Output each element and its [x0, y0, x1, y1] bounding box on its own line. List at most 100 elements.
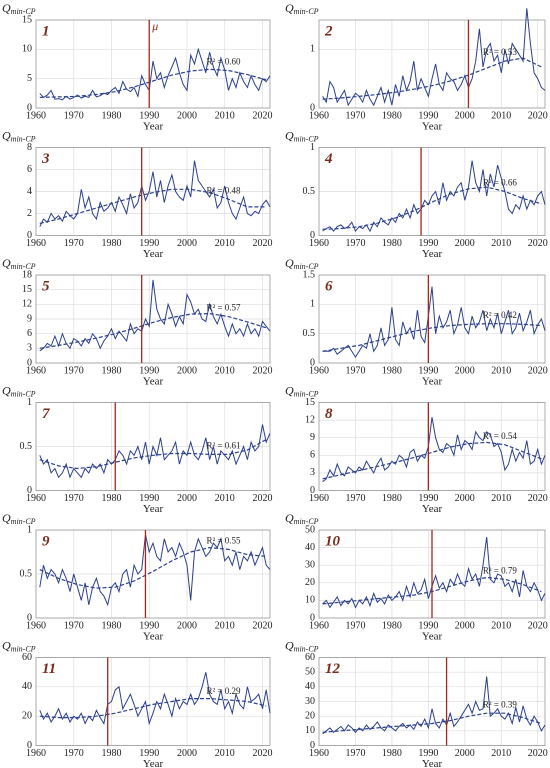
x-axis-label: Year: [143, 758, 164, 768]
x-tick-label: 1990: [139, 238, 159, 249]
y-tick-label: 0: [310, 612, 315, 623]
x-tick-label: 1970: [345, 493, 365, 504]
x-tick-label: 2020: [528, 238, 548, 249]
y-tick-label: 0.5: [303, 186, 316, 197]
y-tick-label: 0: [310, 740, 315, 751]
x-tick-label: 1960: [26, 620, 46, 631]
plot-frame: [318, 657, 546, 746]
y-label-subscript: min-CP: [11, 7, 36, 16]
x-tick-label: 2020: [252, 110, 272, 121]
x-tick-label: 1990: [139, 110, 159, 121]
y-axis-label: Qmin-CP: [2, 128, 36, 143]
x-tick-label: 2010: [491, 110, 511, 121]
trend-line: [322, 712, 542, 733]
panel-label: 2: [324, 23, 333, 39]
x-tick-label: 2000: [177, 493, 197, 504]
x-tick-label: 1990: [139, 365, 159, 376]
x-tick-label: 2010: [215, 365, 235, 376]
y-tick-label: 1: [27, 524, 32, 535]
x-tick-label: 2000: [455, 110, 475, 121]
y-label-symbol: Q: [285, 1, 294, 15]
y-tick-label: 40: [22, 681, 32, 692]
y-tick-label: 1: [310, 44, 315, 55]
plot-frame: [318, 19, 546, 109]
r-squared-label: R² = 0.42: [483, 310, 517, 320]
x-tick-label: 1960: [26, 493, 46, 504]
data-line: [322, 8, 546, 107]
panel-label: 11: [42, 661, 56, 677]
data-line: [39, 534, 271, 607]
y-tick-label: 10: [305, 595, 315, 606]
y-tick-label: 8: [27, 142, 32, 153]
panel-label: 8: [325, 406, 333, 422]
y-tick-label: 1: [27, 397, 32, 408]
trend-line: [322, 323, 542, 352]
y-tick-label: 5: [27, 73, 32, 84]
plot-background: [319, 20, 545, 108]
data-line: [39, 160, 271, 227]
data-line: [39, 47, 271, 101]
y-tick-label: 4: [27, 186, 32, 197]
y-axis-label: Qmin-CP: [285, 256, 319, 271]
x-tick-label: 2010: [215, 493, 235, 504]
y-label-subscript: min-CP: [294, 134, 319, 143]
panel-label: 3: [41, 151, 50, 167]
x-tick-label: 2020: [252, 365, 272, 376]
y-label-subscript: min-CP: [11, 517, 36, 526]
y-axis-label: Qmin-CP: [285, 128, 319, 143]
y-label-symbol: Q: [2, 128, 11, 142]
change-point-label: μ: [151, 19, 158, 33]
plot-frame: [318, 402, 546, 491]
x-tick-label: 1980: [101, 620, 121, 631]
y-label-subscript: min-CP: [294, 389, 319, 398]
x-tick-label: 1990: [418, 748, 438, 759]
x-tick-label: 2010: [491, 493, 511, 504]
x-tick-label: 2000: [455, 365, 475, 376]
panel-label: 1: [42, 23, 50, 39]
plot-frame: [35, 147, 271, 236]
x-tick-label: 1970: [64, 365, 84, 376]
y-tick-label: 40: [305, 681, 315, 692]
x-tick-label: 1990: [139, 748, 159, 759]
trend-line: [39, 546, 267, 589]
trend-line: [39, 438, 267, 470]
x-tick-label: 1980: [382, 748, 402, 759]
y-tick-label: 20: [305, 577, 315, 588]
x-tick-label: 1960: [26, 748, 46, 759]
x-tick-label: 2010: [215, 238, 235, 249]
x-tick-label: 1990: [418, 493, 438, 504]
x-tick-label: 1980: [101, 748, 121, 759]
x-axis-label: Year: [143, 503, 164, 515]
x-tick-label: 1990: [139, 620, 159, 631]
x-tick-label: 2020: [252, 493, 272, 504]
x-axis-label: Year: [422, 631, 443, 643]
panel-label: 6: [325, 278, 333, 294]
x-tick-label: 1960: [309, 748, 329, 759]
y-axis-label: Qmin-CP: [285, 511, 319, 526]
y-label-symbol: Q: [285, 128, 294, 142]
x-axis-label: Year: [143, 376, 164, 388]
x-tick-label: 2000: [177, 620, 197, 631]
x-tick-label: 1970: [64, 110, 84, 121]
plot-frame: [35, 529, 271, 619]
y-label-subscript: min-CP: [294, 7, 319, 16]
y-label-symbol: Q: [2, 256, 11, 270]
x-tick-label: 1990: [418, 238, 438, 249]
y-tick-label: 0: [27, 485, 32, 496]
x-tick-label: 1960: [26, 110, 46, 121]
y-tick-label: 0: [27, 230, 32, 241]
x-tick-label: 1960: [309, 110, 329, 121]
x-tick-label: 2000: [177, 748, 197, 759]
y-tick-label: 1.5: [303, 269, 316, 280]
y-tick-label: 60: [305, 652, 315, 663]
y-label-subscript: min-CP: [11, 262, 36, 271]
trend-line: [39, 68, 267, 98]
x-tick-label: 1970: [345, 110, 365, 121]
y-axis-label: Qmin-CP: [2, 383, 36, 398]
x-tick-label: 1970: [64, 493, 84, 504]
x-tick-label: 1980: [101, 493, 121, 504]
x-tick-label: 2020: [528, 110, 548, 121]
y-tick-label: 20: [305, 710, 315, 721]
x-tick-label: 1970: [345, 620, 365, 631]
x-tick-label: 2000: [455, 748, 475, 759]
